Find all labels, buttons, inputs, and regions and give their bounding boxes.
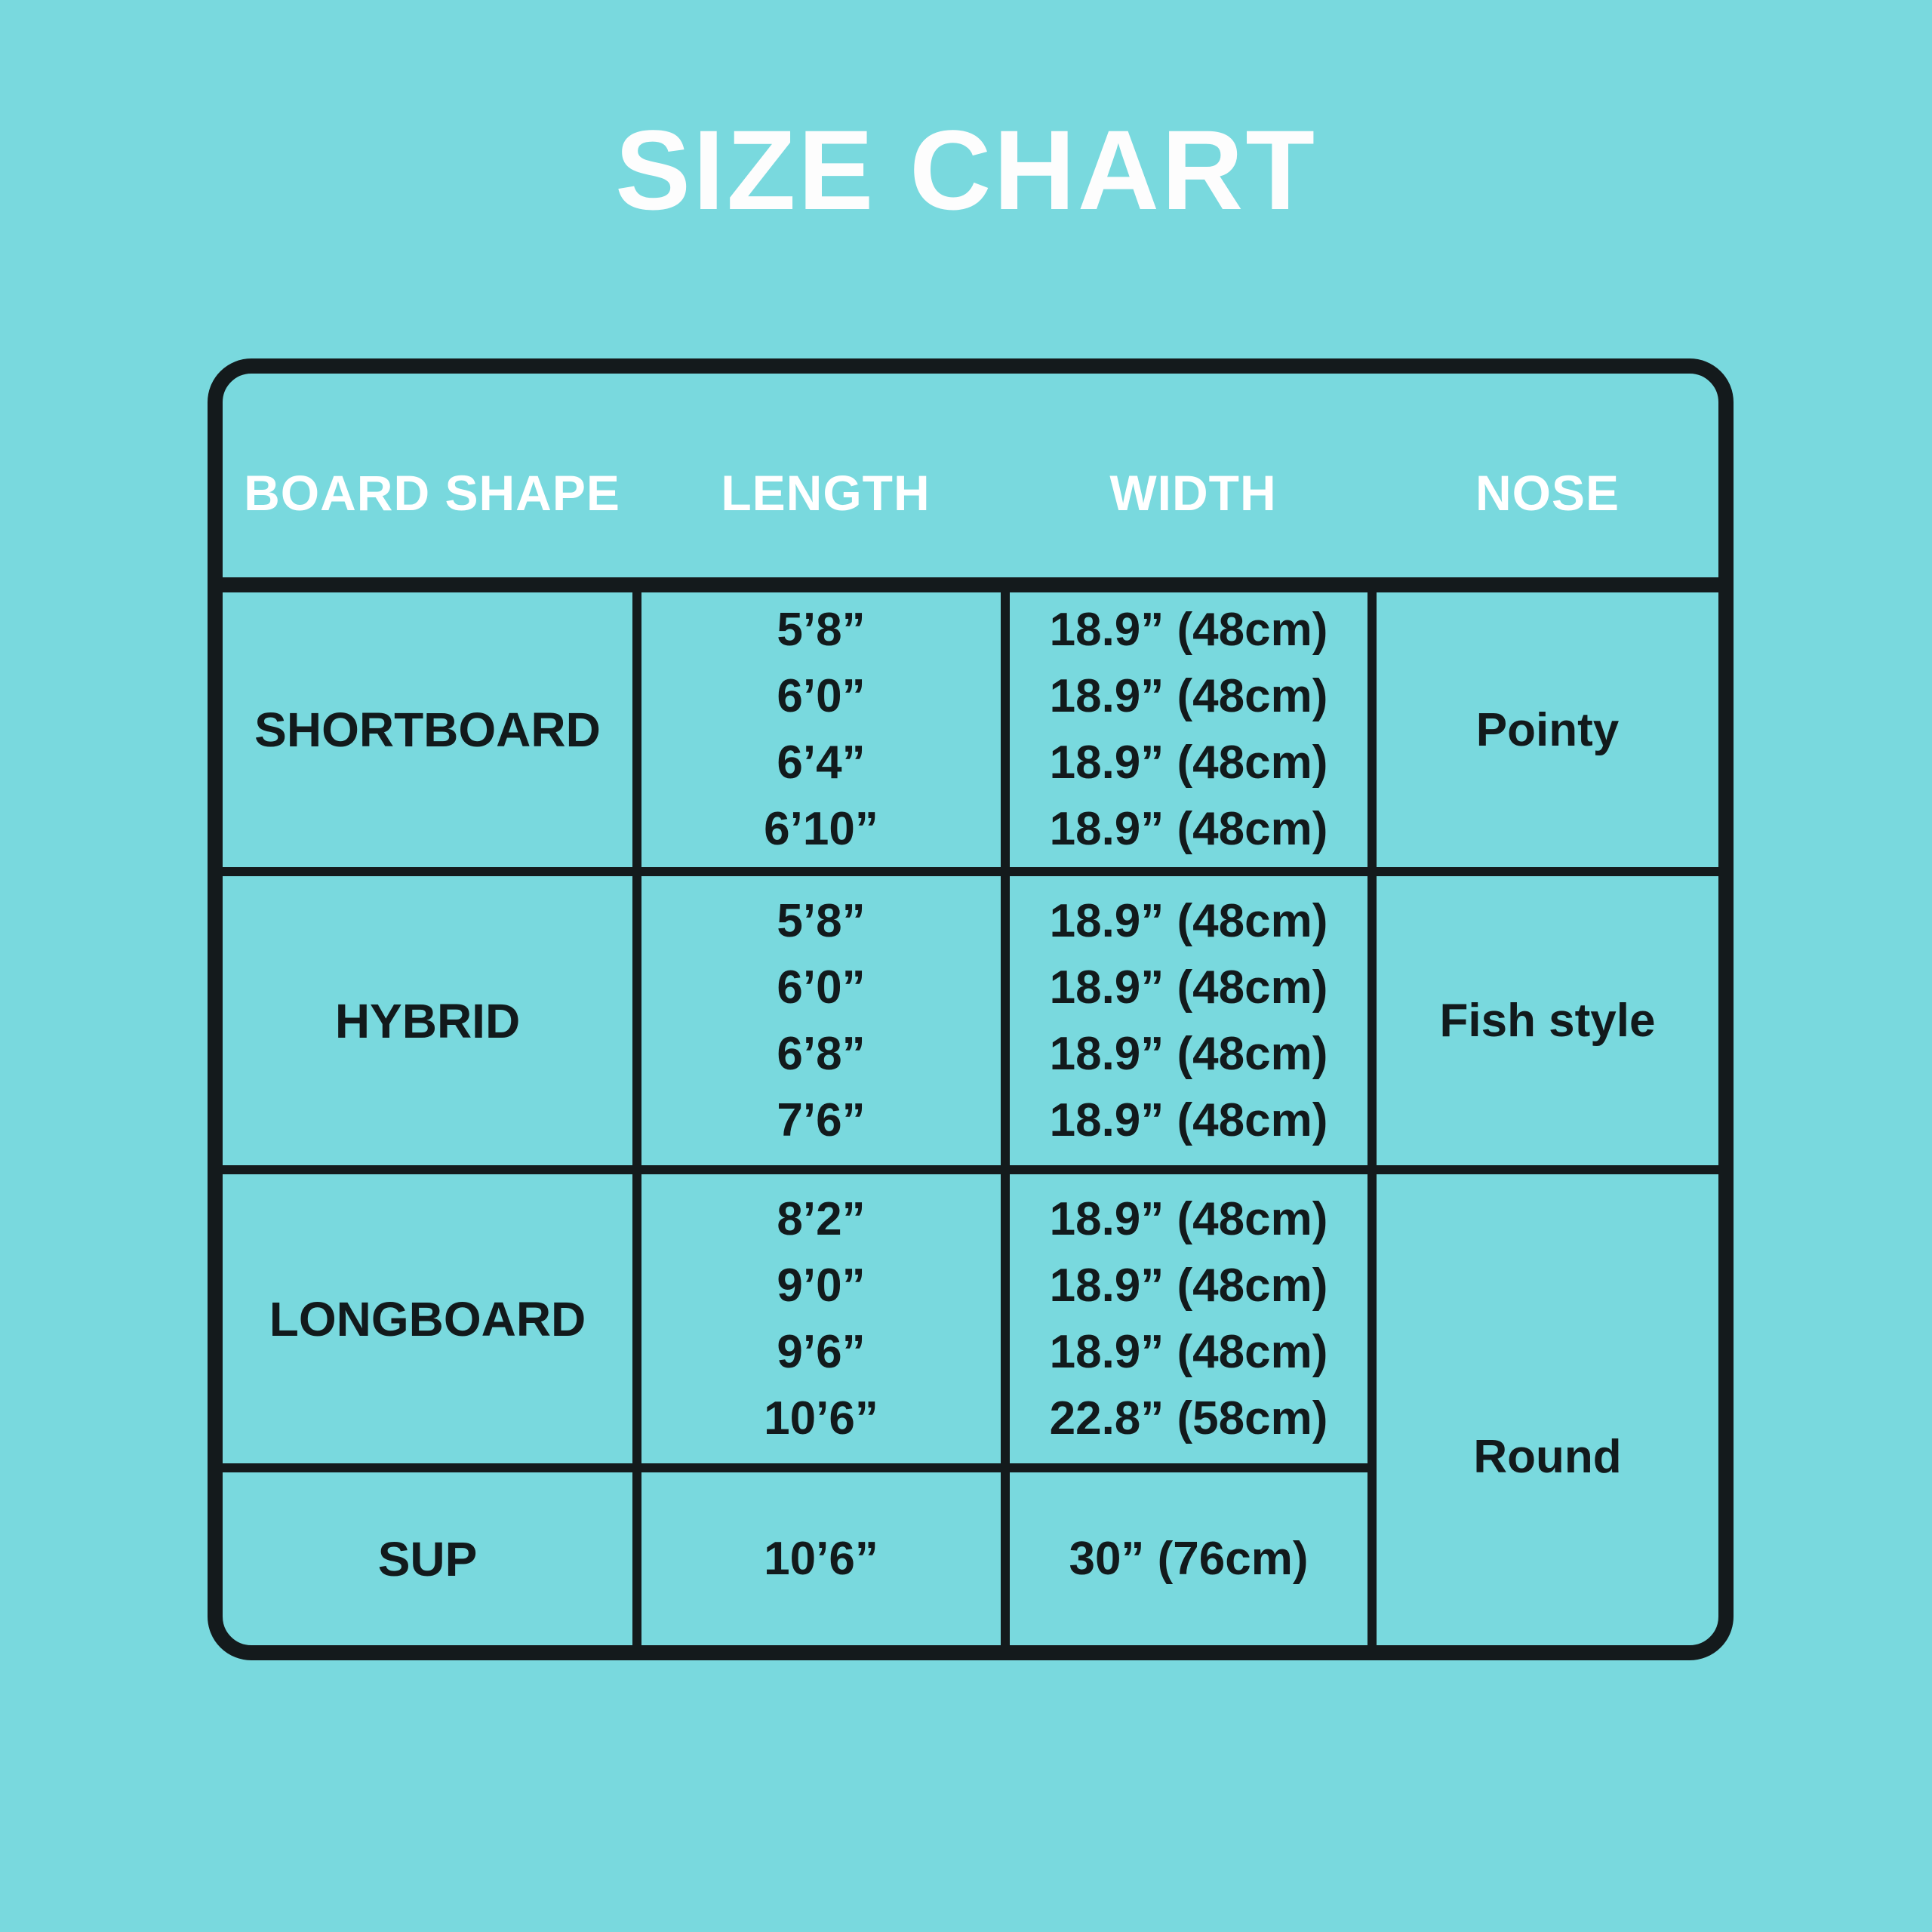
size-table: BOARD SHAPE LENGTH WIDTH NOSE SHORTBOARD… bbox=[208, 358, 1734, 1660]
shape-cell-shortboard: SHORTBOARD bbox=[223, 592, 641, 876]
length-value: 10’6” bbox=[764, 1532, 878, 1585]
length-value: 5’8” bbox=[777, 894, 866, 947]
shape-cell-hybrid: HYBRID bbox=[223, 876, 641, 1174]
nose-cell-shortboard: Pointy bbox=[1377, 592, 1718, 876]
shape-cell-longboard: LONGBOARD bbox=[223, 1174, 641, 1472]
width-value: 18.9” (48cm) bbox=[1049, 1259, 1328, 1312]
width-value: 18.9” (48cm) bbox=[1049, 961, 1328, 1014]
width-value: 18.9” (48cm) bbox=[1049, 604, 1328, 656]
length-value: 6’10” bbox=[764, 803, 878, 855]
width-value: 18.9” (48cm) bbox=[1049, 894, 1328, 947]
nose-cell-hybrid: Fish style bbox=[1377, 876, 1718, 1174]
width-value: 18.9” (48cm) bbox=[1049, 1094, 1328, 1146]
width-cell-sup: 30” (76cm) bbox=[1010, 1472, 1377, 1645]
length-cell-sup: 10’6” bbox=[641, 1472, 1010, 1645]
length-value: 6’0” bbox=[777, 961, 866, 1014]
length-cell-shortboard: 5’8” 6’0” 6’4” 6’10” bbox=[641, 592, 1010, 876]
page-title: SIZE CHART bbox=[615, 106, 1317, 233]
width-value: 18.9” (48cm) bbox=[1049, 1192, 1328, 1245]
length-value: 5’8” bbox=[777, 604, 866, 656]
length-value: 6’4” bbox=[777, 737, 866, 789]
length-value: 7’6” bbox=[777, 1094, 866, 1146]
length-value: 6’8” bbox=[777, 1027, 866, 1080]
width-value: 18.9” (48cm) bbox=[1049, 1027, 1328, 1080]
width-value: 18.9” (48cm) bbox=[1049, 737, 1328, 789]
length-cell-hybrid: 5’8” 6’0” 6’8” 7’6” bbox=[641, 876, 1010, 1174]
column-header-length: LENGTH bbox=[641, 374, 1010, 592]
length-value: 8’2” bbox=[777, 1192, 866, 1245]
length-value: 6’0” bbox=[777, 670, 866, 722]
width-value: 30” (76cm) bbox=[1069, 1532, 1309, 1585]
shape-cell-sup: SUP bbox=[223, 1472, 641, 1645]
nose-cell-longboard-sup-merged: Round bbox=[1473, 1430, 1622, 1483]
column-header-nose: NOSE bbox=[1377, 374, 1718, 592]
length-value: 9’0” bbox=[777, 1259, 866, 1312]
width-value: 18.9” (48cm) bbox=[1049, 803, 1328, 855]
width-value: 18.9” (48cm) bbox=[1049, 1325, 1328, 1378]
column-header-board-shape: BOARD SHAPE bbox=[223, 374, 641, 592]
column-header-width: WIDTH bbox=[1010, 374, 1377, 592]
width-cell-longboard: 18.9” (48cm) 18.9” (48cm) 18.9” (48cm) 2… bbox=[1010, 1174, 1377, 1472]
length-value: 9’6” bbox=[777, 1325, 866, 1378]
width-cell-shortboard: 18.9” (48cm) 18.9” (48cm) 18.9” (48cm) 1… bbox=[1010, 592, 1377, 876]
width-value: 22.8” (58cm) bbox=[1049, 1392, 1328, 1444]
width-cell-hybrid: 18.9” (48cm) 18.9” (48cm) 18.9” (48cm) 1… bbox=[1010, 876, 1377, 1174]
length-cell-longboard: 8’2” 9’0” 9’6” 10’6” bbox=[641, 1174, 1010, 1472]
width-value: 18.9” (48cm) bbox=[1049, 670, 1328, 722]
length-value: 10’6” bbox=[764, 1392, 878, 1444]
